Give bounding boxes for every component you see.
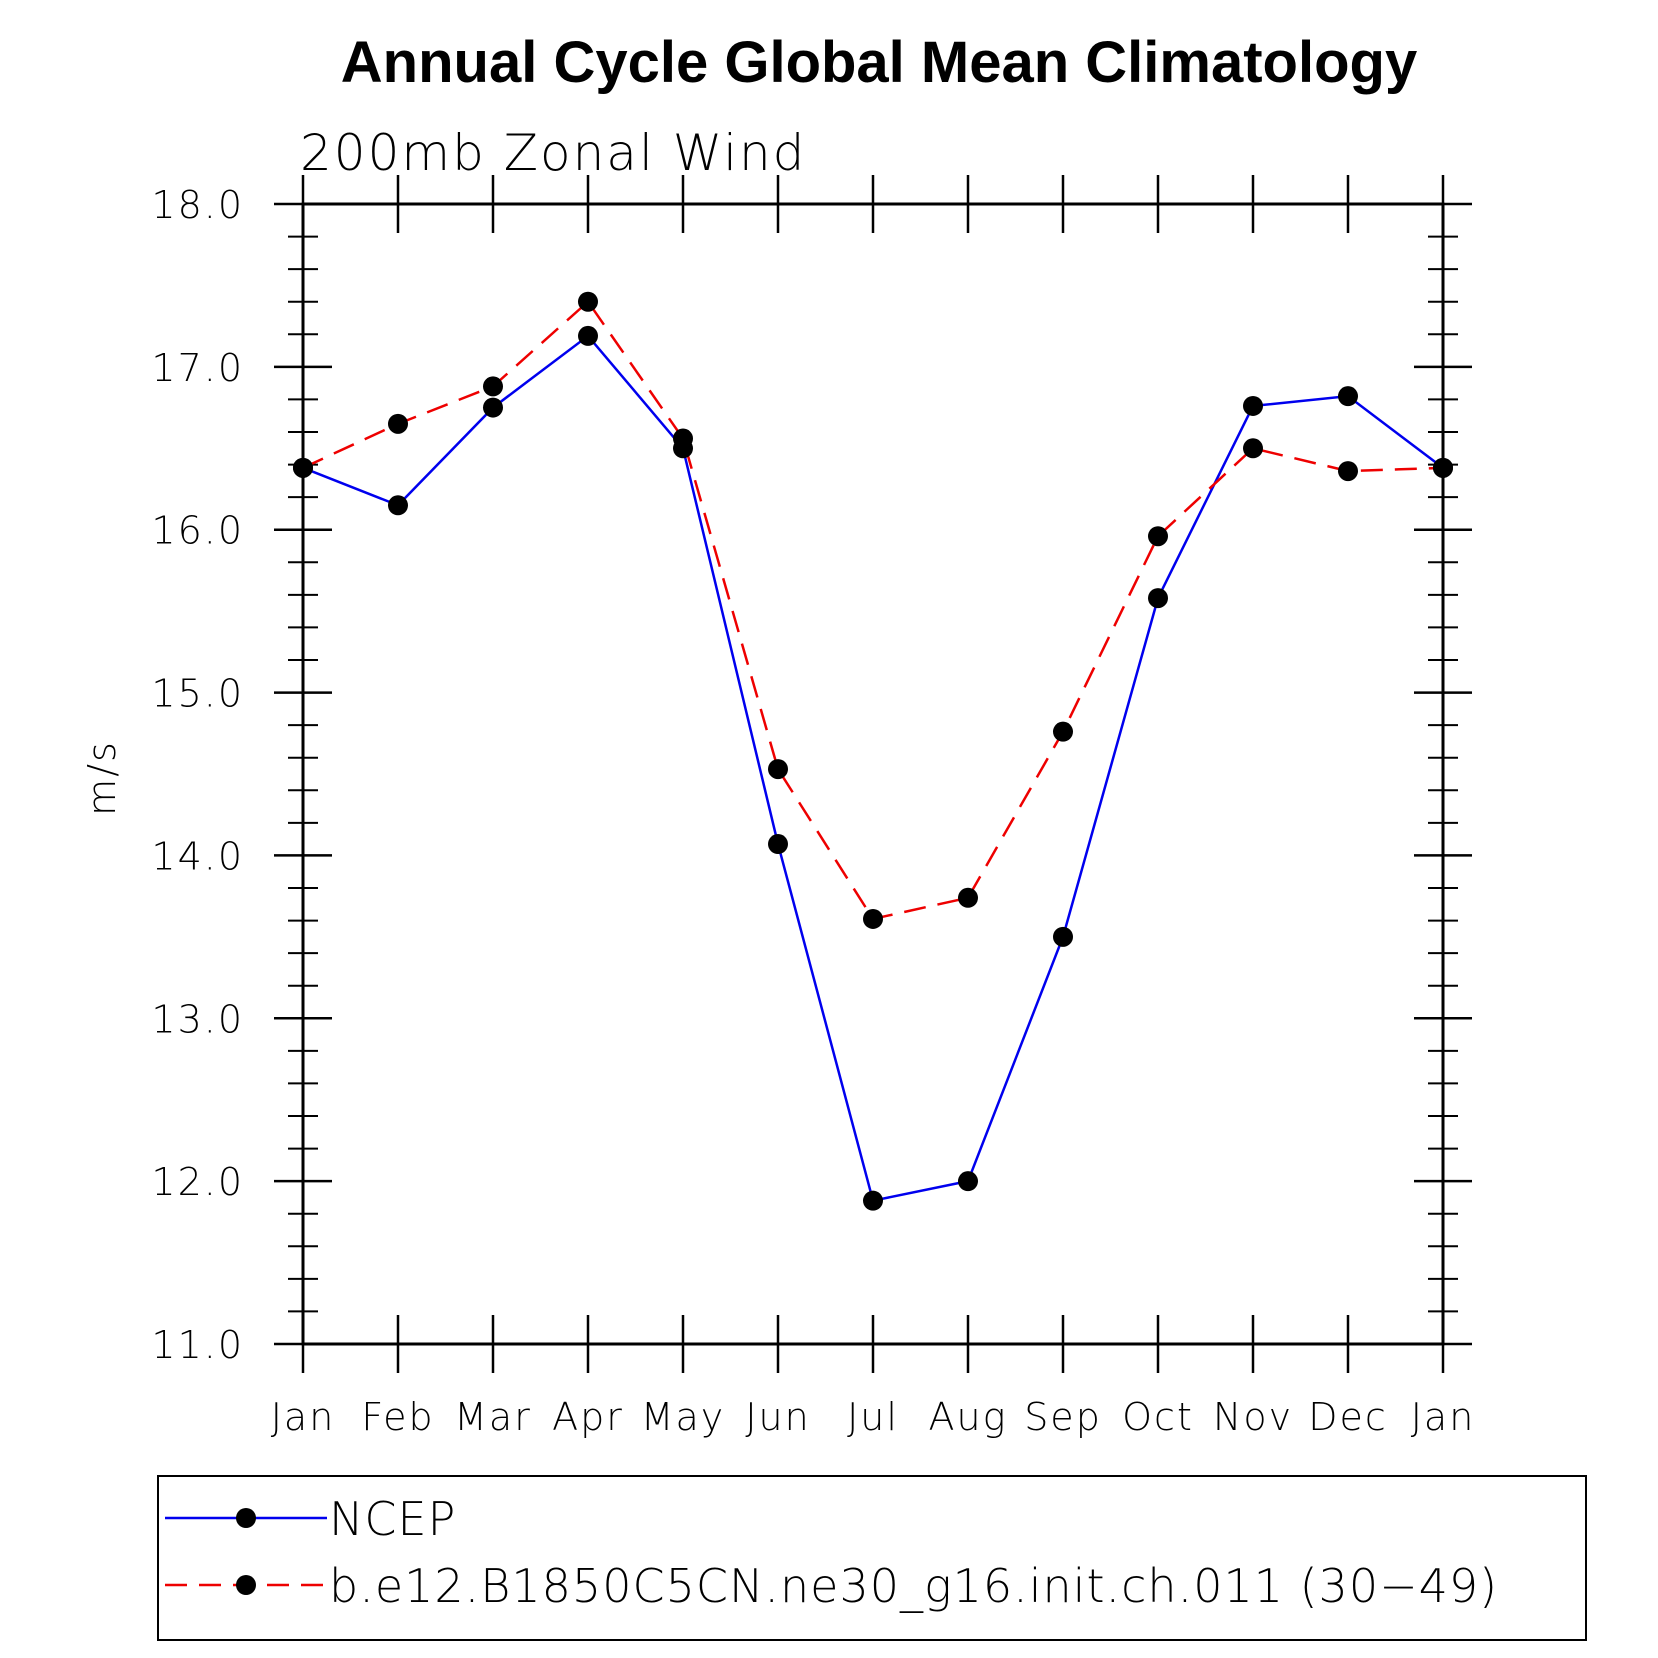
series-0-point — [1243, 395, 1263, 416]
legend-label-series-1: b.e12.B1850C5CN.ne30_g16.init.ch.011 (30… — [329, 1559, 1498, 1613]
y-tick-label: 18.0 — [151, 183, 244, 227]
series-1-point — [293, 457, 313, 478]
series-0-point — [768, 834, 788, 855]
x-tick-label: Mar — [454, 1395, 532, 1439]
series-line-1 — [302, 299, 1444, 921]
x-tick-label: Aug — [929, 1395, 1008, 1439]
series-0-point — [1148, 588, 1168, 609]
series-1-point — [578, 291, 598, 312]
legend-marker-series-0 — [236, 1508, 256, 1528]
series-line-0 — [302, 334, 1444, 1203]
chart-subtitle: 200mb Zonal Wind — [300, 124, 806, 182]
y-tick-label: 13.0 — [151, 997, 244, 1041]
series-layer — [293, 291, 1453, 1211]
x-tick-label: Jan — [271, 1395, 336, 1439]
series-1-point — [1243, 438, 1263, 459]
series-0-point — [578, 325, 598, 346]
x-tick-label: Jun — [745, 1395, 810, 1439]
y-tick-labels: 11.0 12.0 13.0 14.0 15.0 16.0 17.0 18.0 — [151, 183, 244, 1367]
series-1-point — [958, 887, 978, 908]
x-tick-label: Jan — [1411, 1395, 1476, 1439]
x-tick-labels: Jan Feb Mar Apr May Jun Jul Aug Sep Oct Nov Dec Jan — [271, 1395, 1476, 1439]
series-1-point — [1338, 461, 1358, 482]
series-1-point — [388, 413, 408, 434]
series-1-point — [863, 908, 883, 929]
x-tick-label: Nov — [1213, 1395, 1293, 1439]
series-1-point — [1433, 457, 1453, 478]
series-0-point — [388, 495, 408, 516]
x-tick-label: Oct — [1122, 1395, 1194, 1439]
series-1-point — [673, 428, 693, 449]
legend-label-series-0: NCEP — [329, 1492, 456, 1546]
chart-title: Annual Cycle Global Mean Climatology — [341, 30, 1417, 95]
y-tick-label: 17.0 — [151, 346, 244, 390]
series-0-point — [1053, 926, 1073, 947]
series-1-point — [483, 376, 503, 397]
series-0-point — [483, 397, 503, 418]
legend-marker-series-1 — [236, 1575, 256, 1595]
series-1-point — [1053, 721, 1073, 742]
legend-box — [157, 1475, 1587, 1641]
x-tick-label: Apr — [552, 1395, 624, 1439]
x-tick-label: Jul — [847, 1395, 899, 1439]
series-0-point — [1338, 386, 1358, 407]
series-0-point — [863, 1190, 883, 1211]
y-tick-label: 14.0 — [151, 834, 244, 878]
series-0-point — [958, 1171, 978, 1192]
y-axis-label: m/s — [80, 740, 124, 816]
y-tick-label: 16.0 — [151, 509, 244, 553]
y-tick-label: 15.0 — [151, 672, 244, 716]
plot-frame — [301, 202, 1445, 1346]
y-tick-label: 11.0 — [151, 1323, 244, 1367]
x-tick-label: May — [641, 1395, 726, 1439]
y-tick-label: 12.0 — [151, 1160, 244, 1204]
series-1-point — [768, 759, 788, 780]
series-1-point — [1148, 526, 1168, 547]
x-tick-label: Sep — [1024, 1395, 1102, 1439]
x-tick-label: Feb — [361, 1395, 434, 1439]
legend: NCEP b.e12.B1850C5CN.ne30_g16.init.ch.01… — [157, 1475, 1587, 1641]
x-tick-label: Dec — [1308, 1395, 1388, 1439]
